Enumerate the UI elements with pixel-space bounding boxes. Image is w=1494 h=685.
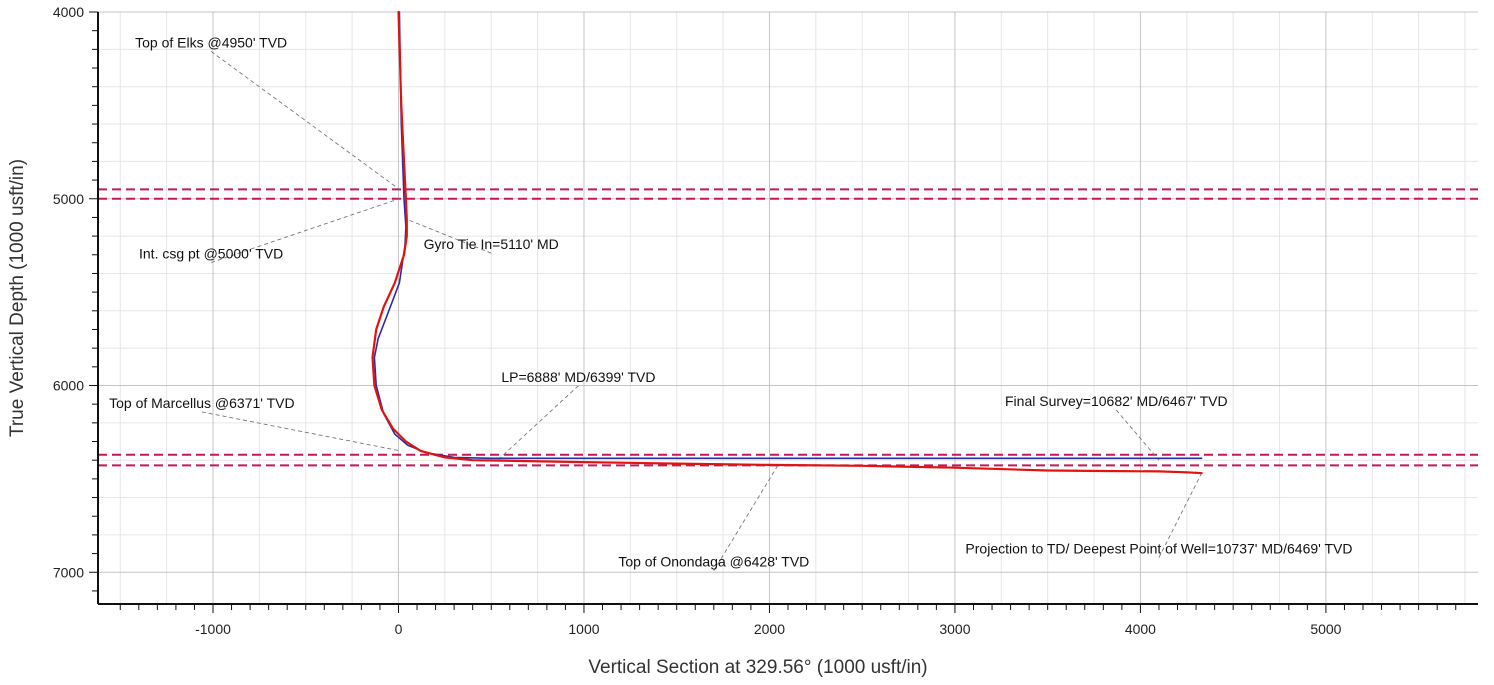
x-tick-label: 4000 bbox=[1125, 621, 1156, 637]
annotation-label: LP=6888' MD/6399' TVD bbox=[501, 369, 655, 385]
y-tick-label: 6000 bbox=[53, 378, 84, 394]
annotation-leaders bbox=[201, 51, 1203, 571]
annotation-leader-line bbox=[1115, 409, 1160, 461]
x-tick-label: 2000 bbox=[754, 621, 785, 637]
annotation-leader-line bbox=[211, 198, 400, 263]
plan-trajectory-line bbox=[373, 11, 1203, 460]
x-tick-label: 5000 bbox=[1310, 621, 1341, 637]
series-layer bbox=[371, 10, 1203, 475]
x-axis-title: Vertical Section at 329.56° (1000 usft/i… bbox=[588, 657, 927, 678]
x-tick-label: 1000 bbox=[568, 621, 599, 637]
annotation-leader-line bbox=[406, 218, 492, 254]
annotation-label: Int. csg pt @5000' TVD bbox=[139, 246, 283, 262]
annotation-leader-line bbox=[210, 51, 400, 190]
y-tick-label: 7000 bbox=[53, 564, 84, 580]
annotation-label: Final Survey=10682' MD/6467' TVD bbox=[1005, 393, 1228, 409]
x-tick-label: 3000 bbox=[939, 621, 970, 637]
annotation-labels: Top of Elks @4950' TVD Int. csg pt @5000'… bbox=[109, 34, 1352, 569]
y-tick-label: 4000 bbox=[53, 4, 84, 20]
tick-labels: -1000 0 1000 2000 3000 4000 5000 4000 5000 6000 70… bbox=[53, 4, 1342, 637]
axes-layer bbox=[89, 11, 1478, 613]
grid-layer bbox=[98, 11, 1478, 604]
annotation-label: Top of Elks @4950' TVD bbox=[135, 34, 287, 50]
x-tick-label: -1000 bbox=[195, 621, 231, 637]
actual-trajectory-line bbox=[371, 10, 1203, 475]
annotation-label: Projection to TD/ Deepest Point of Well=… bbox=[965, 541, 1352, 557]
x-tick-label: 0 bbox=[395, 621, 403, 637]
y-axis-title: True Vertical Depth (1000 usft/in) bbox=[7, 159, 28, 437]
annotation-leader-line bbox=[1158, 472, 1203, 558]
annotation-leader-line bbox=[201, 411, 401, 452]
annotation-label: Top of Marcellus @6371' TVD bbox=[109, 395, 295, 411]
y-tick-label: 5000 bbox=[53, 191, 84, 207]
annotation-label: Gyro Tie In=5110' MD bbox=[424, 236, 559, 252]
annotation-label: Top of Onondaga @6428' TVD bbox=[618, 554, 809, 570]
